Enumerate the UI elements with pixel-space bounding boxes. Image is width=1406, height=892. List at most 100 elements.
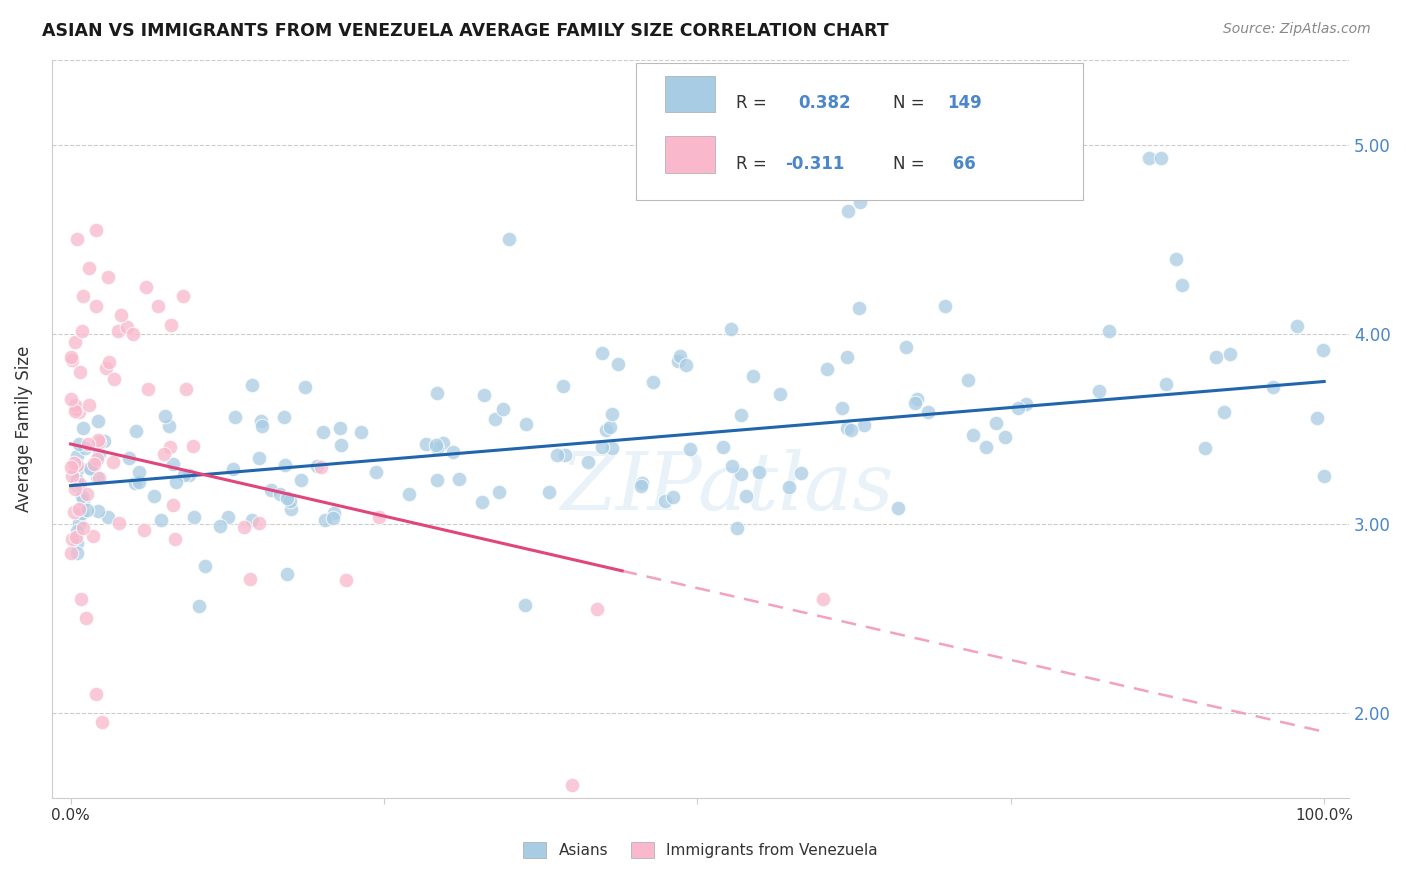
Point xyxy=(63,456,86,470)
Point xyxy=(426,441,449,455)
Point xyxy=(93,434,115,448)
Point xyxy=(1286,318,1309,333)
Point xyxy=(280,501,302,516)
Point xyxy=(84,299,107,313)
Point xyxy=(72,421,94,435)
Point xyxy=(974,440,997,454)
Point xyxy=(67,501,90,516)
Point xyxy=(157,419,180,434)
Point xyxy=(66,232,89,246)
Point xyxy=(162,498,184,512)
Point xyxy=(602,441,624,455)
Point xyxy=(492,402,515,417)
Point xyxy=(956,373,979,387)
Point xyxy=(1313,469,1336,483)
Point xyxy=(110,308,132,322)
Point xyxy=(849,194,872,209)
Point xyxy=(75,611,97,625)
Point xyxy=(835,350,858,364)
Point xyxy=(894,340,917,354)
Y-axis label: Average Family Size: Average Family Size xyxy=(15,345,32,512)
Point xyxy=(87,434,110,449)
Point xyxy=(69,476,91,491)
Point xyxy=(290,473,312,487)
Point xyxy=(311,459,333,474)
Point xyxy=(741,368,763,383)
Point xyxy=(70,324,93,338)
Point xyxy=(1137,151,1160,165)
Point xyxy=(66,463,89,477)
Point xyxy=(208,519,231,533)
Point xyxy=(240,377,263,392)
Point xyxy=(240,513,263,527)
Point xyxy=(124,476,146,491)
Point xyxy=(75,441,97,455)
Point xyxy=(425,385,447,400)
Point xyxy=(1164,252,1187,266)
Point xyxy=(1098,324,1121,338)
Point xyxy=(591,346,613,360)
Point xyxy=(721,458,744,473)
Point xyxy=(322,511,344,525)
Point xyxy=(269,487,291,501)
Point xyxy=(65,401,87,416)
Point xyxy=(669,349,692,363)
Point xyxy=(1015,397,1038,411)
Point xyxy=(103,372,125,386)
Point xyxy=(675,359,697,373)
Point xyxy=(260,483,283,497)
Point xyxy=(148,299,170,313)
Point xyxy=(82,529,104,543)
Point xyxy=(83,457,105,471)
Point xyxy=(172,289,194,303)
Point xyxy=(134,523,156,537)
Point xyxy=(305,458,328,473)
Point xyxy=(790,466,813,480)
Point xyxy=(84,223,107,237)
Point xyxy=(136,382,159,396)
Point xyxy=(641,375,664,389)
Point xyxy=(67,516,90,531)
Point xyxy=(66,546,89,560)
Point xyxy=(1154,377,1177,392)
Point xyxy=(87,503,110,517)
Point xyxy=(600,407,623,421)
Point xyxy=(72,521,94,535)
Point xyxy=(274,458,297,472)
Point xyxy=(65,530,87,544)
Point xyxy=(294,380,316,394)
Point xyxy=(77,437,100,451)
Point xyxy=(839,423,862,437)
Point xyxy=(70,490,93,504)
Point xyxy=(1213,405,1236,419)
Point xyxy=(934,299,956,313)
Point xyxy=(79,461,101,475)
Point xyxy=(432,435,454,450)
Point xyxy=(90,715,112,730)
Point xyxy=(67,405,90,419)
Point xyxy=(72,493,94,508)
Point xyxy=(72,506,94,520)
Point xyxy=(484,412,506,426)
Point xyxy=(730,467,752,482)
Point xyxy=(163,533,186,547)
Bar xyxy=(665,76,714,112)
Text: Source: ZipAtlas.com: Source: ZipAtlas.com xyxy=(1223,22,1371,37)
Text: 0.382: 0.382 xyxy=(797,95,851,112)
Bar xyxy=(665,136,714,173)
Point xyxy=(471,494,494,508)
Point xyxy=(994,430,1017,444)
Point xyxy=(498,232,520,246)
Point xyxy=(662,490,685,504)
Point xyxy=(546,448,568,462)
Point xyxy=(107,324,129,338)
Point xyxy=(80,462,103,476)
Point xyxy=(249,413,271,427)
Point xyxy=(314,513,336,527)
Point xyxy=(962,428,984,442)
Point xyxy=(273,410,295,425)
Point xyxy=(398,487,420,501)
Point xyxy=(276,491,298,505)
Point xyxy=(108,516,131,530)
Point xyxy=(79,398,101,412)
